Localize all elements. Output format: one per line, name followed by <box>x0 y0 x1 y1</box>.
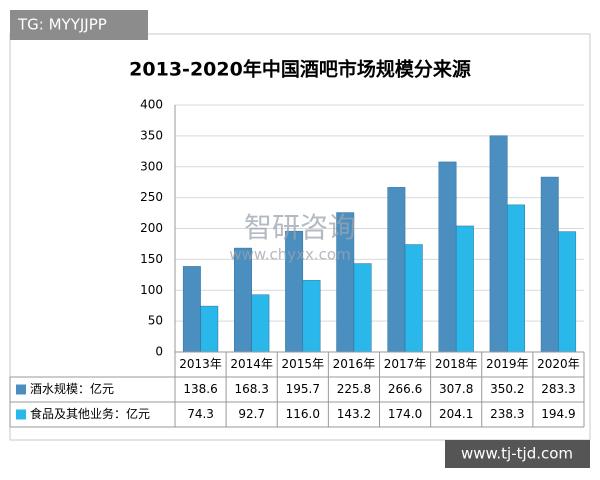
bar <box>353 263 372 353</box>
y-tick-label: 150 <box>140 252 163 266</box>
table-value: 74.3 <box>187 407 214 421</box>
watermark: 智研咨询 <box>244 211 356 244</box>
x-tick-label: 2016年 <box>333 357 376 371</box>
url-text: www.tj-tjd.com <box>461 445 573 463</box>
bar <box>302 280 321 353</box>
x-tick-label: 2014年 <box>230 357 273 371</box>
bar <box>558 231 577 353</box>
y-tick-label: 100 <box>140 283 163 297</box>
table-value: 350.2 <box>490 382 524 396</box>
y-tick-label: 350 <box>140 128 163 142</box>
bar <box>540 176 559 353</box>
bar <box>489 135 508 353</box>
bar <box>200 305 219 353</box>
table-value: 266.6 <box>388 382 422 396</box>
bar <box>251 294 270 353</box>
table-value: 195.7 <box>286 382 320 396</box>
table-value: 225.8 <box>337 382 371 396</box>
legend-swatch <box>16 409 26 420</box>
table-value: 238.3 <box>490 407 524 421</box>
x-tick-label: 2013年 <box>179 357 222 371</box>
legend-label: 酒水规模：亿元 <box>30 381 114 396</box>
url-box <box>445 440 590 468</box>
x-tick-label: 2015年 <box>282 357 325 371</box>
x-tick-label: 2020年 <box>537 357 580 371</box>
bar <box>507 204 525 353</box>
bar <box>404 244 423 353</box>
table-value: 174.0 <box>388 407 422 421</box>
table-value: 116.0 <box>286 407 320 421</box>
y-tick-label: 50 <box>148 314 163 328</box>
table-value: 143.2 <box>337 407 371 421</box>
y-tick-label: 400 <box>140 98 163 112</box>
table-value: 168.3 <box>235 382 269 396</box>
bar <box>455 225 474 353</box>
tag-box <box>10 10 148 40</box>
chart-title: 2013-2020年中国酒吧市场规模分来源 <box>129 58 471 81</box>
x-tick-label: 2017年 <box>384 357 427 371</box>
table-value: 204.1 <box>439 407 473 421</box>
y-tick-label: 200 <box>140 221 163 235</box>
watermark-url: www.chyxx.com <box>229 246 350 264</box>
tag-text: TG: MYYJJPP <box>17 16 107 34</box>
bar <box>387 187 406 353</box>
bar <box>234 247 252 353</box>
table-value: 194.9 <box>541 407 575 421</box>
table-value: 92.7 <box>238 407 265 421</box>
bar <box>182 266 201 353</box>
legend-label: 食品及其他业务：亿元 <box>30 406 150 421</box>
legend-swatch <box>16 384 26 395</box>
y-tick-label: 250 <box>140 190 163 204</box>
bar <box>438 161 457 353</box>
table-value: 283.3 <box>541 382 575 396</box>
y-tick-label: 300 <box>140 159 163 173</box>
x-tick-label: 2018年 <box>435 357 478 371</box>
x-tick-label: 2019年 <box>486 357 529 371</box>
y-tick-label: 0 <box>155 345 163 359</box>
table-value: 307.8 <box>439 382 473 396</box>
table-value: 138.6 <box>183 382 217 396</box>
